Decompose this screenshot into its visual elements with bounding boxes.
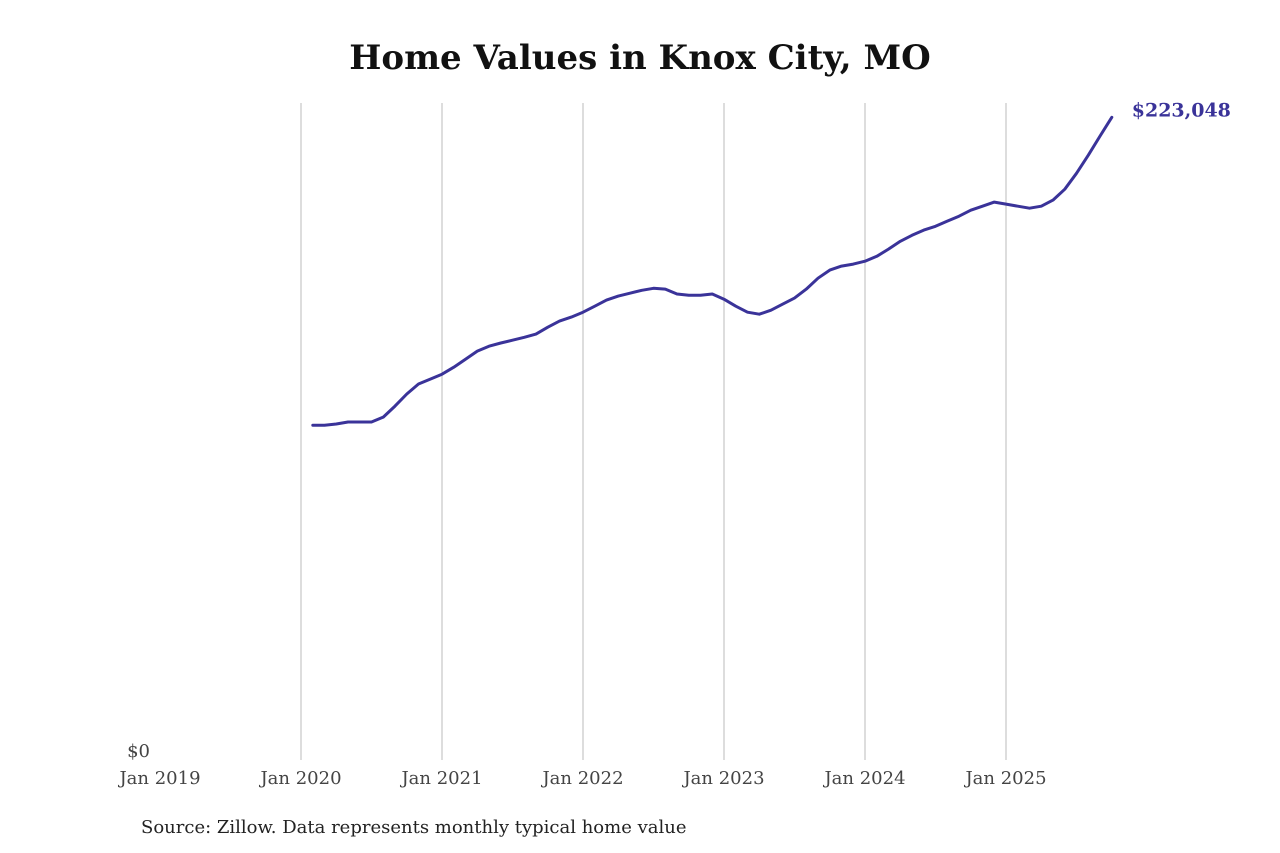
x-tick-label: Jan 2023 [681, 768, 764, 789]
y-tick-label: $0 [127, 741, 150, 762]
chart-title: Home Values in Knox City, MO [349, 38, 931, 78]
series-line [311, 115, 1114, 427]
x-tick-label: Jan 2022 [540, 768, 623, 789]
x-tick-label: Jan 2025 [963, 768, 1046, 789]
x-tick-label: Jan 2019 [117, 768, 200, 789]
x-tick-label: Jan 2020 [258, 768, 341, 789]
x-tick-label: Jan 2021 [399, 768, 482, 789]
end-value-label: $223,048 [1132, 99, 1231, 121]
x-tick-label: Jan 2024 [822, 768, 905, 789]
source-note: Source: Zillow. Data represents monthly … [141, 817, 687, 838]
